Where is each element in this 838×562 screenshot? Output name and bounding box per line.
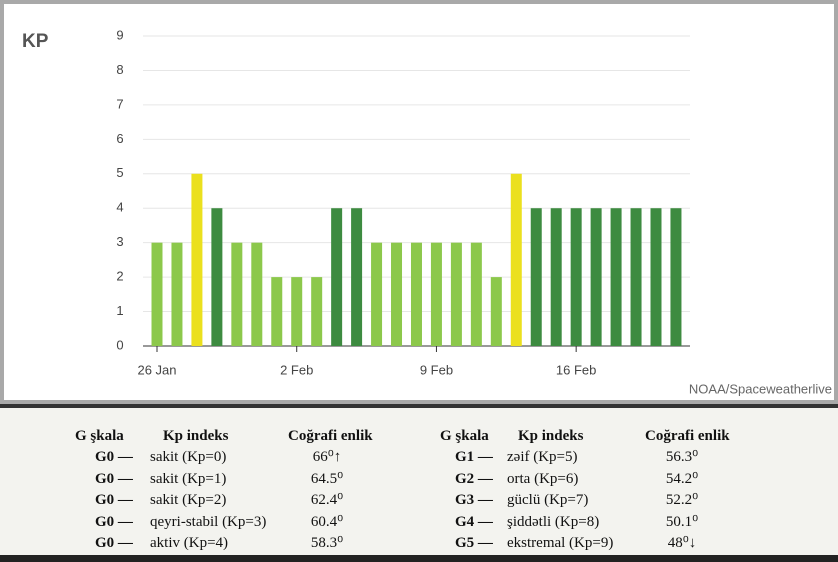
column-header: Coğrafi enlik [288, 428, 373, 444]
latitude: 60.4⁰ [310, 513, 344, 530]
latitude: 52.2⁰ [665, 492, 699, 508]
latitude: 54.2⁰ [665, 470, 699, 487]
g-level: G0 — [95, 492, 133, 508]
g-level: G4 — [455, 513, 493, 530]
kp-description: ekstremal (Kp=9) [507, 535, 614, 551]
y-tick-label: 1 [116, 303, 123, 318]
kp-description: qeyri-stabil (Kp=3) [150, 513, 267, 530]
g-level: G0 — [95, 513, 133, 530]
g-level: G0 — [95, 449, 133, 465]
bar [570, 208, 582, 346]
y-tick-label: 8 [116, 62, 123, 77]
bar [251, 242, 263, 346]
column-header: Coğrafi enlik [645, 428, 730, 444]
latitude: 64.5⁰ [310, 470, 344, 487]
bar [550, 208, 562, 346]
y-tick-label: 4 [116, 200, 123, 215]
bar [311, 277, 323, 346]
bar [211, 208, 223, 346]
kp-description: orta (Kp=6) [507, 470, 579, 487]
bar [610, 208, 622, 346]
bar [191, 173, 203, 346]
latitude: 58.3⁰ [310, 535, 344, 551]
y-tick-label: 5 [116, 165, 123, 180]
bar [271, 277, 283, 346]
bar [351, 208, 363, 346]
kp-description: sakit (Kp=1) [150, 470, 227, 487]
g-level: G5 — [455, 535, 493, 551]
bar [530, 208, 542, 346]
bar [331, 208, 343, 346]
divider [0, 404, 838, 408]
bar [430, 242, 442, 346]
x-tick-label: 9 Feb [420, 362, 453, 377]
latitude: 62.4⁰ [310, 492, 344, 508]
latitude: 56.3⁰ [665, 449, 699, 465]
kp-description: güclü (Kp=7) [507, 492, 589, 508]
chart-title: KP [22, 31, 49, 52]
g-level: G3 — [455, 492, 493, 508]
bar [171, 242, 183, 346]
column-header: Kp indeks [163, 428, 229, 444]
bar [450, 242, 462, 346]
column-header: Kp indeks [518, 428, 584, 444]
y-tick-label: 3 [116, 234, 123, 249]
bar [650, 208, 662, 346]
bar [291, 277, 303, 346]
bar [590, 208, 602, 346]
bar [510, 173, 522, 346]
y-tick-label: 6 [116, 131, 123, 146]
y-tick-label: 7 [116, 96, 123, 111]
bar [231, 242, 243, 346]
source: NOAA/Spaceweatherlive [689, 381, 832, 396]
bar [410, 242, 422, 346]
x-tick-label: 2 Feb [280, 362, 313, 377]
g-level: G0 — [95, 535, 133, 551]
kp-description: sakit (Kp=2) [150, 492, 227, 508]
g-level: G1 — [455, 449, 493, 465]
kp-description: sakit (Kp=0) [150, 449, 227, 465]
bar [670, 208, 682, 346]
y-tick-label: 9 [116, 27, 123, 42]
latitude: 48⁰↓ [667, 535, 697, 551]
bar [391, 242, 403, 346]
x-tick-label: 26 Jan [137, 362, 176, 377]
bottom-strip [0, 555, 838, 562]
g-level: G2 — [455, 470, 493, 487]
kp-description: şiddətli (Kp=8) [507, 513, 600, 530]
bar [490, 277, 502, 346]
bar [470, 242, 482, 346]
kp-description: aktiv (Kp=4) [150, 535, 229, 551]
bar [371, 242, 383, 346]
bar [151, 242, 163, 346]
y-tick-label: 2 [116, 269, 123, 284]
latitude: 50.1⁰ [665, 513, 699, 530]
latitude: 66⁰↑ [312, 449, 342, 465]
bar [630, 208, 642, 346]
y-tick-label: 0 [116, 337, 123, 352]
column-header: G şkala [75, 428, 124, 444]
column-header: G şkala [440, 428, 489, 444]
kp-description: zəif (Kp=5) [507, 449, 578, 465]
g-level: G0 — [95, 470, 133, 487]
chart: KP NOAA/Spaceweatherlive 0 1 2 3 4 5 6 7 8 9 26 Ja… [0, 0, 838, 406]
x-tick-label: 16 Feb [556, 362, 596, 377]
